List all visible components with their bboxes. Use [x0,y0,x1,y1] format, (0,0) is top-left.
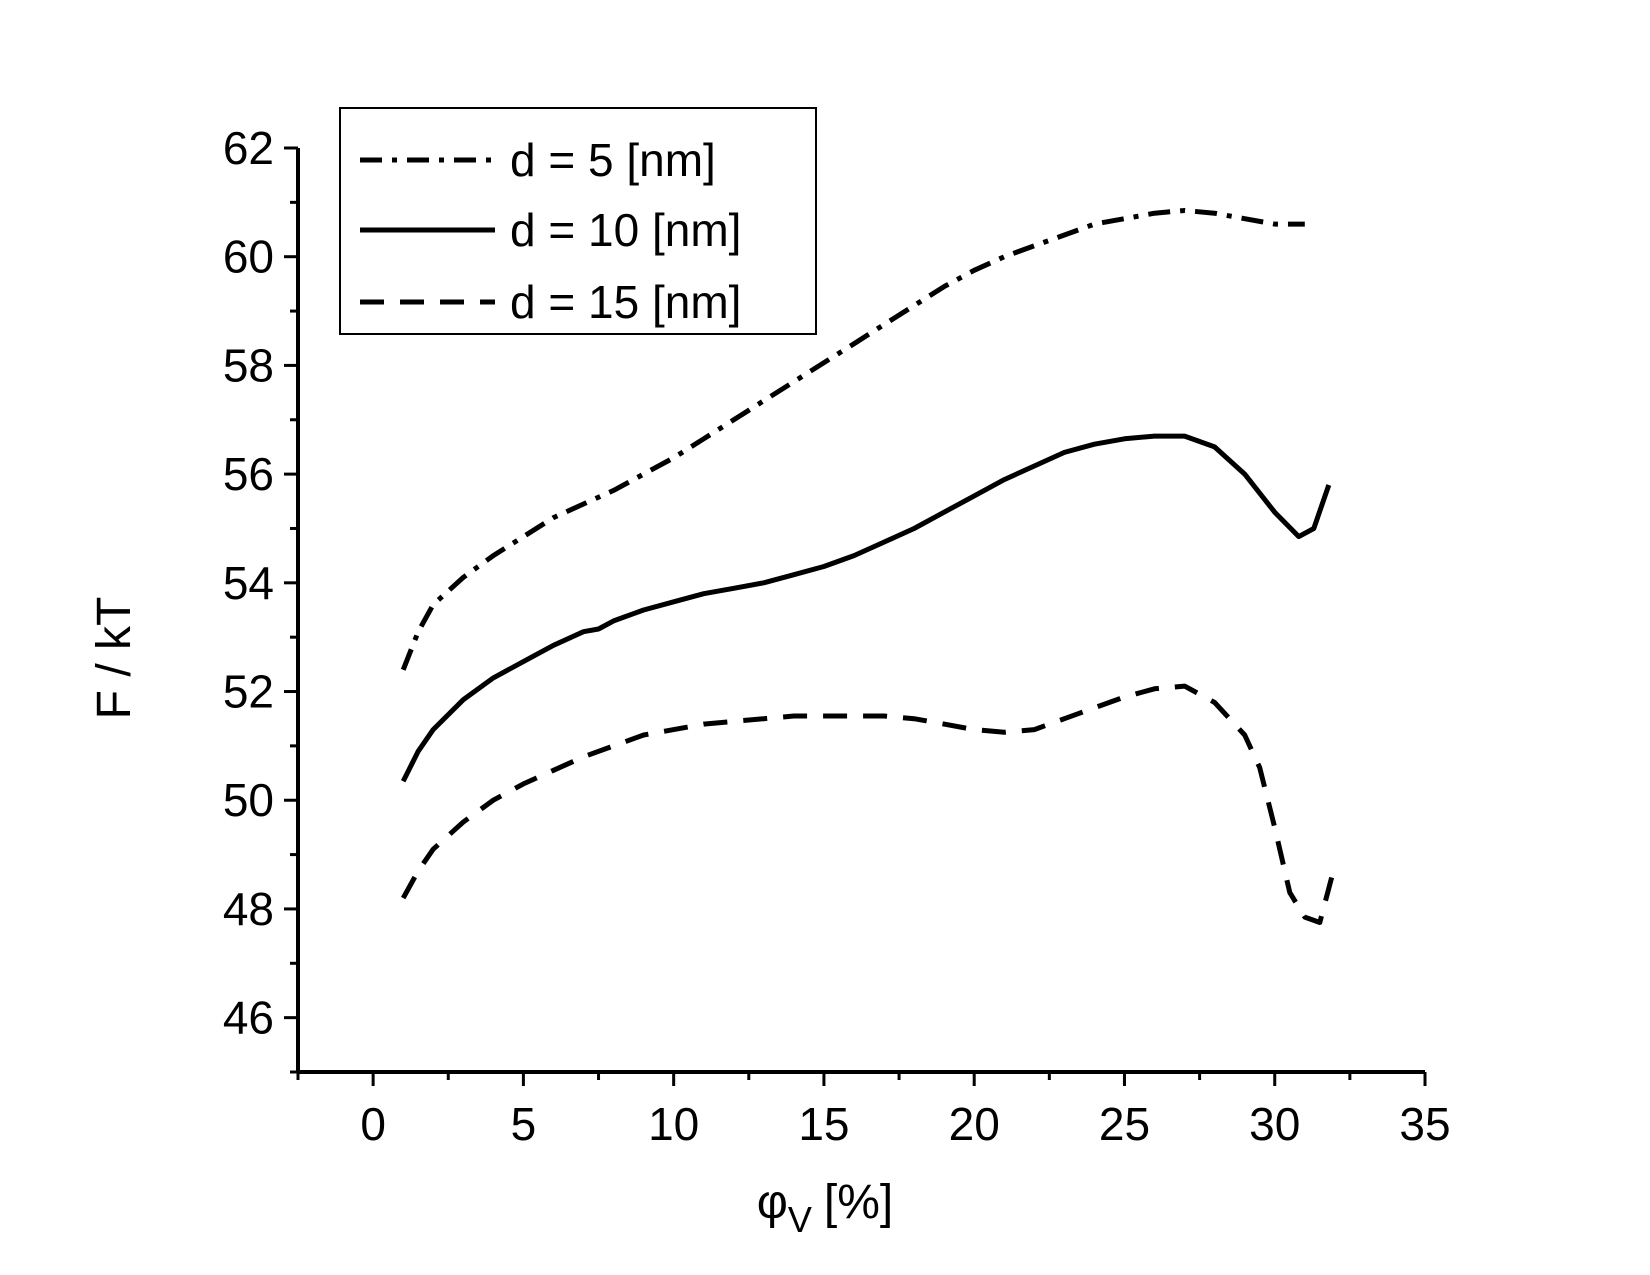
series-line-1 [400,208,1305,671]
y-axis-label: F / kT [88,597,141,720]
x-tick-label-7: 35 [1399,1098,1450,1150]
x-axis-label-symbol: φ [757,1176,788,1229]
y-tick-label-6: 58 [223,339,274,391]
x-tick-label-0: 0 [360,1098,386,1150]
x-tick-label-4: 20 [949,1098,1000,1150]
y-tick-label-2: 50 [223,774,274,826]
series-line-3 [401,683,1338,925]
y-tick-label-4: 54 [223,557,274,609]
x-tick-label-1: 5 [511,1098,537,1150]
y-tick-label-5: 56 [223,448,274,500]
y-tick-label-0: 46 [223,992,274,1044]
x-tick-label-5: 25 [1099,1098,1150,1150]
x-axis-label: φV [%] [757,1176,894,1240]
legend: d = 5 [nm] d = 10 [nm] d = 15 [nm] [339,107,817,335]
y-tick-label-7: 60 [223,231,274,283]
legend-box [339,107,817,335]
y-tick-label-8: 62 [223,122,274,174]
x-tick-label-2: 10 [648,1098,699,1150]
axes [296,148,1425,1074]
legend-label-series-2: d = 10 [nm] [510,204,741,256]
x-tick-label-3: 15 [798,1098,849,1150]
x-axis-label-subscript: V [788,1199,812,1240]
x-ticks: 0 5 10 15 20 25 30 35 [296,1072,1451,1150]
x-tick-label-6: 30 [1249,1098,1300,1150]
plot-lines [400,208,1338,925]
legend-label-series-3: d = 15 [nm] [510,276,741,328]
y-ticks: 46 48 50 52 54 56 58 60 62 [223,122,298,1074]
y-tick-label-3: 52 [223,666,274,718]
y-tick-label-1: 48 [223,883,274,935]
legend-label-series-1: d = 5 [nm] [510,134,716,186]
series-line-2 [400,433,1332,783]
x-axis-label-unit: [%] [824,1176,893,1229]
